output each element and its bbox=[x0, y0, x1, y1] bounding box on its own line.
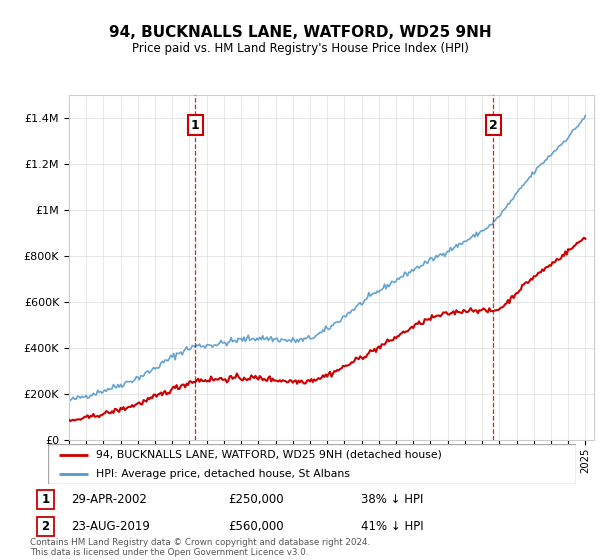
Text: Price paid vs. HM Land Registry's House Price Index (HPI): Price paid vs. HM Land Registry's House … bbox=[131, 42, 469, 55]
Text: 1: 1 bbox=[41, 493, 50, 506]
FancyBboxPatch shape bbox=[37, 491, 54, 510]
Text: 94, BUCKNALLS LANE, WATFORD, WD25 9NH: 94, BUCKNALLS LANE, WATFORD, WD25 9NH bbox=[109, 25, 491, 40]
FancyBboxPatch shape bbox=[37, 516, 54, 536]
Text: Contains HM Land Registry data © Crown copyright and database right 2024.
This d: Contains HM Land Registry data © Crown c… bbox=[30, 538, 370, 557]
Text: 41% ↓ HPI: 41% ↓ HPI bbox=[361, 520, 424, 533]
Text: 94, BUCKNALLS LANE, WATFORD, WD25 9NH (detached house): 94, BUCKNALLS LANE, WATFORD, WD25 9NH (d… bbox=[95, 450, 442, 460]
Text: 29-APR-2002: 29-APR-2002 bbox=[71, 493, 147, 506]
Text: 38% ↓ HPI: 38% ↓ HPI bbox=[361, 493, 424, 506]
Text: 2: 2 bbox=[489, 119, 497, 132]
Text: £560,000: £560,000 bbox=[229, 520, 284, 533]
Text: 2: 2 bbox=[41, 520, 50, 533]
Text: £250,000: £250,000 bbox=[229, 493, 284, 506]
Text: 23-AUG-2019: 23-AUG-2019 bbox=[71, 520, 150, 533]
Text: HPI: Average price, detached house, St Albans: HPI: Average price, detached house, St A… bbox=[95, 469, 349, 478]
Text: 1: 1 bbox=[191, 119, 200, 132]
